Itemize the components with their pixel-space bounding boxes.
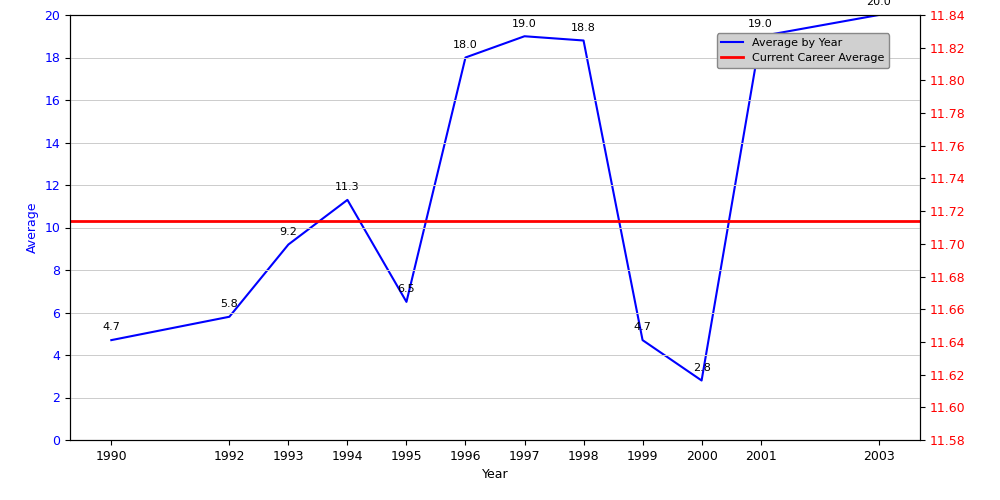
Average by Year [341,197,353,203]
Average by Year [105,337,117,343]
Text: 6.5: 6.5 [398,284,415,294]
Average by Year [637,337,649,343]
Average by Year [873,12,885,18]
Text: 11.3: 11.3 [335,182,360,192]
Text: 4.7: 4.7 [634,322,652,332]
Text: 19.0: 19.0 [512,18,537,28]
Text: 18.8: 18.8 [571,23,596,33]
Text: 20.0: 20.0 [866,0,891,8]
Text: 5.8: 5.8 [220,299,238,309]
Average by Year [519,33,531,40]
Average by Year [696,378,708,384]
Average by Year [282,242,294,248]
Average by Year [400,299,412,305]
Average by Year [578,38,590,44]
Text: 2.8: 2.8 [693,363,711,373]
Legend: Average by Year, Current Career Average: Average by Year, Current Career Average [717,34,889,68]
Average by Year [459,54,471,60]
Text: 9.2: 9.2 [279,227,297,237]
Text: 18.0: 18.0 [453,40,478,50]
Average by Year [223,314,235,320]
Y-axis label: Average: Average [26,202,39,253]
Text: 19.0: 19.0 [748,18,773,28]
Average by Year [755,33,767,40]
Line: Average by Year: Average by Year [111,15,879,380]
Text: 4.7: 4.7 [102,322,120,332]
X-axis label: Year: Year [482,468,508,481]
